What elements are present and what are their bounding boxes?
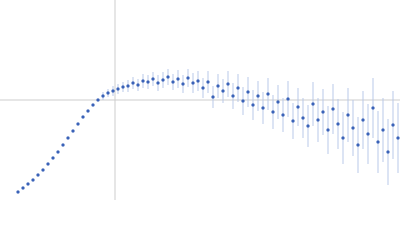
point bbox=[56, 150, 60, 154]
point bbox=[91, 103, 95, 107]
point bbox=[176, 77, 180, 81]
point bbox=[151, 77, 155, 81]
point bbox=[361, 118, 365, 122]
point bbox=[61, 143, 65, 147]
point bbox=[111, 89, 115, 93]
point bbox=[386, 150, 390, 154]
point bbox=[311, 102, 315, 106]
point bbox=[196, 79, 200, 83]
point bbox=[141, 79, 145, 83]
point bbox=[291, 119, 295, 123]
point bbox=[26, 182, 30, 186]
point bbox=[96, 98, 100, 102]
point bbox=[171, 80, 175, 84]
point bbox=[231, 94, 235, 98]
point bbox=[251, 103, 255, 107]
point bbox=[46, 162, 50, 166]
point bbox=[136, 83, 140, 87]
point bbox=[256, 94, 260, 98]
point bbox=[371, 106, 375, 110]
point bbox=[51, 156, 55, 160]
point bbox=[261, 106, 265, 110]
point bbox=[191, 81, 195, 85]
point bbox=[246, 90, 250, 94]
point bbox=[156, 81, 160, 85]
point bbox=[66, 136, 70, 140]
point bbox=[81, 115, 85, 119]
point bbox=[236, 86, 240, 90]
point bbox=[381, 128, 385, 132]
point bbox=[106, 91, 110, 95]
point bbox=[306, 124, 310, 128]
point bbox=[31, 178, 35, 182]
point bbox=[266, 92, 270, 96]
point bbox=[76, 122, 80, 126]
point bbox=[391, 123, 395, 127]
point bbox=[41, 168, 45, 172]
point bbox=[346, 113, 350, 117]
point bbox=[341, 136, 345, 140]
point bbox=[126, 84, 130, 88]
point bbox=[241, 99, 245, 103]
point bbox=[221, 89, 225, 93]
point bbox=[396, 136, 400, 140]
point bbox=[351, 126, 355, 130]
point bbox=[181, 82, 185, 86]
point bbox=[101, 94, 105, 98]
point bbox=[321, 110, 325, 114]
point bbox=[146, 80, 150, 84]
point bbox=[331, 107, 335, 111]
point bbox=[116, 87, 120, 91]
point bbox=[201, 86, 205, 90]
point bbox=[286, 97, 290, 101]
point bbox=[161, 78, 165, 82]
point bbox=[276, 100, 280, 104]
point bbox=[366, 132, 370, 136]
chart bbox=[0, 0, 400, 200]
point bbox=[356, 143, 360, 147]
point bbox=[21, 186, 25, 190]
point bbox=[36, 173, 40, 177]
point bbox=[131, 81, 135, 85]
point bbox=[336, 122, 340, 126]
point bbox=[121, 85, 125, 89]
point bbox=[281, 113, 285, 117]
point bbox=[226, 82, 230, 86]
point bbox=[211, 95, 215, 99]
point bbox=[376, 140, 380, 144]
point bbox=[16, 190, 20, 194]
point bbox=[301, 116, 305, 120]
point bbox=[316, 118, 320, 122]
point bbox=[71, 129, 75, 133]
point bbox=[216, 84, 220, 88]
point bbox=[86, 109, 90, 113]
point bbox=[166, 75, 170, 79]
point bbox=[186, 76, 190, 80]
point bbox=[326, 128, 330, 132]
point bbox=[296, 105, 300, 109]
point bbox=[206, 80, 210, 84]
point bbox=[271, 110, 275, 114]
